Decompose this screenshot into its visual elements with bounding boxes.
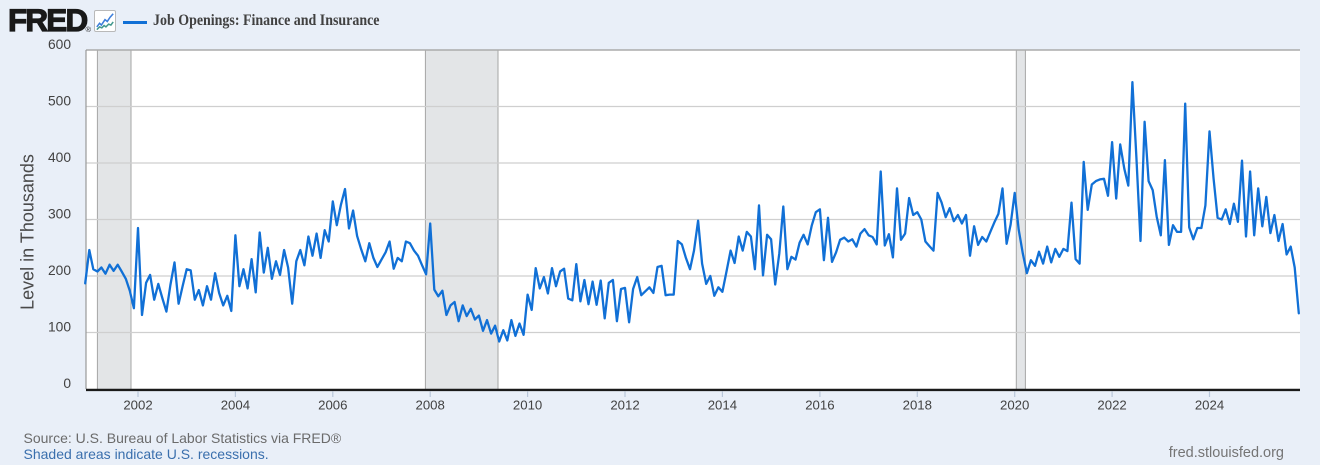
svg-text:2012: 2012 [610,398,639,413]
svg-text:2022: 2022 [1097,398,1126,413]
svg-text:2006: 2006 [318,398,347,413]
svg-text:2024: 2024 [1195,398,1224,413]
svg-text:2014: 2014 [708,398,737,413]
svg-text:2016: 2016 [805,398,834,413]
svg-text:2008: 2008 [416,398,445,413]
svg-text:500: 500 [48,94,71,109]
svg-text:2018: 2018 [903,398,932,413]
svg-text:2020: 2020 [1000,398,1029,413]
svg-text:Level in Thousands: Level in Thousands [18,154,38,310]
svg-text:2002: 2002 [123,398,152,413]
svg-text:100: 100 [48,320,71,335]
svg-text:2004: 2004 [221,398,250,413]
svg-text:2010: 2010 [513,398,542,413]
svg-text:600: 600 [48,37,71,52]
svg-text:0: 0 [63,376,71,391]
svg-text:400: 400 [48,150,71,165]
svg-text:300: 300 [48,207,71,222]
svg-text:200: 200 [48,263,71,278]
